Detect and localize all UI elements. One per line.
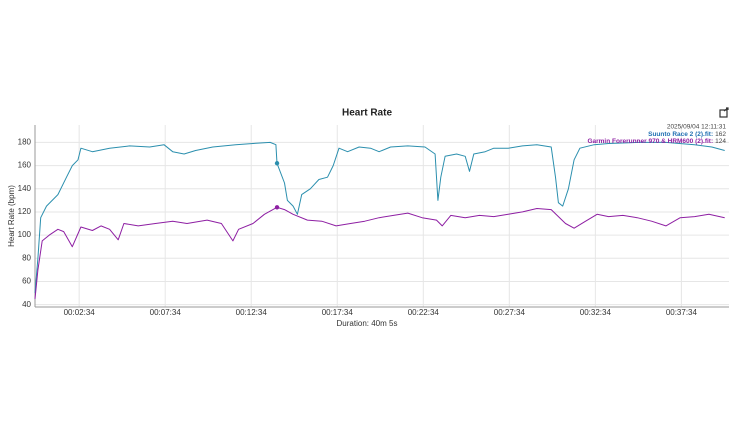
tooltip-time: 2025/09/04 12:11:31 [667, 124, 727, 131]
y-axis-label: Heart Rate (bpm) [7, 185, 16, 247]
reset-icon[interactable] [719, 107, 729, 118]
x-tick-label: 00:32:34 [580, 308, 612, 317]
series-line [34, 206, 725, 299]
x-tick-label: 00:37:34 [666, 308, 698, 317]
y-tick-label: 40 [22, 300, 31, 309]
x-tick-label: 00:07:34 [150, 308, 182, 317]
tooltip-line: Suunto Race 2 (2).fit: 162 [648, 131, 726, 138]
tooltip-line: Garmin Forerunner 970 & HRM600 (2).fit: 1… [587, 138, 726, 145]
y-tick-label: 100 [18, 230, 32, 239]
x-tick-label: 00:22:34 [408, 308, 440, 317]
series-line [34, 141, 725, 294]
y-tick-label: 60 [22, 277, 31, 286]
tooltip-label: Garmin Forerunner 970 & HRM600 (2).fit: [587, 138, 713, 145]
x-tick-label: 00:12:34 [236, 308, 268, 317]
x-tick-label: 00:17:34 [322, 308, 354, 317]
x-tick-label: 00:02:34 [64, 308, 96, 317]
y-tick-label: 140 [18, 184, 32, 193]
y-tick-label: 180 [18, 137, 32, 146]
hover-marker [274, 205, 280, 210]
chart-title: Heart Rate [342, 108, 392, 119]
icon-arrow [723, 107, 729, 112]
tooltip-value: 124 [715, 138, 726, 145]
tooltip-value: 162 [715, 131, 726, 138]
y-tick-label: 80 [22, 253, 31, 262]
icon-box [719, 109, 728, 118]
x-tick-label: 00:27:34 [494, 308, 526, 317]
tooltip-label: Suunto Race 2 (2).fit: [648, 131, 713, 138]
y-tick-label: 120 [18, 207, 32, 216]
x-axis-label: Duration: 40m 5s [337, 319, 398, 328]
y-tick-label: 160 [18, 161, 32, 170]
hover-marker [274, 161, 280, 166]
